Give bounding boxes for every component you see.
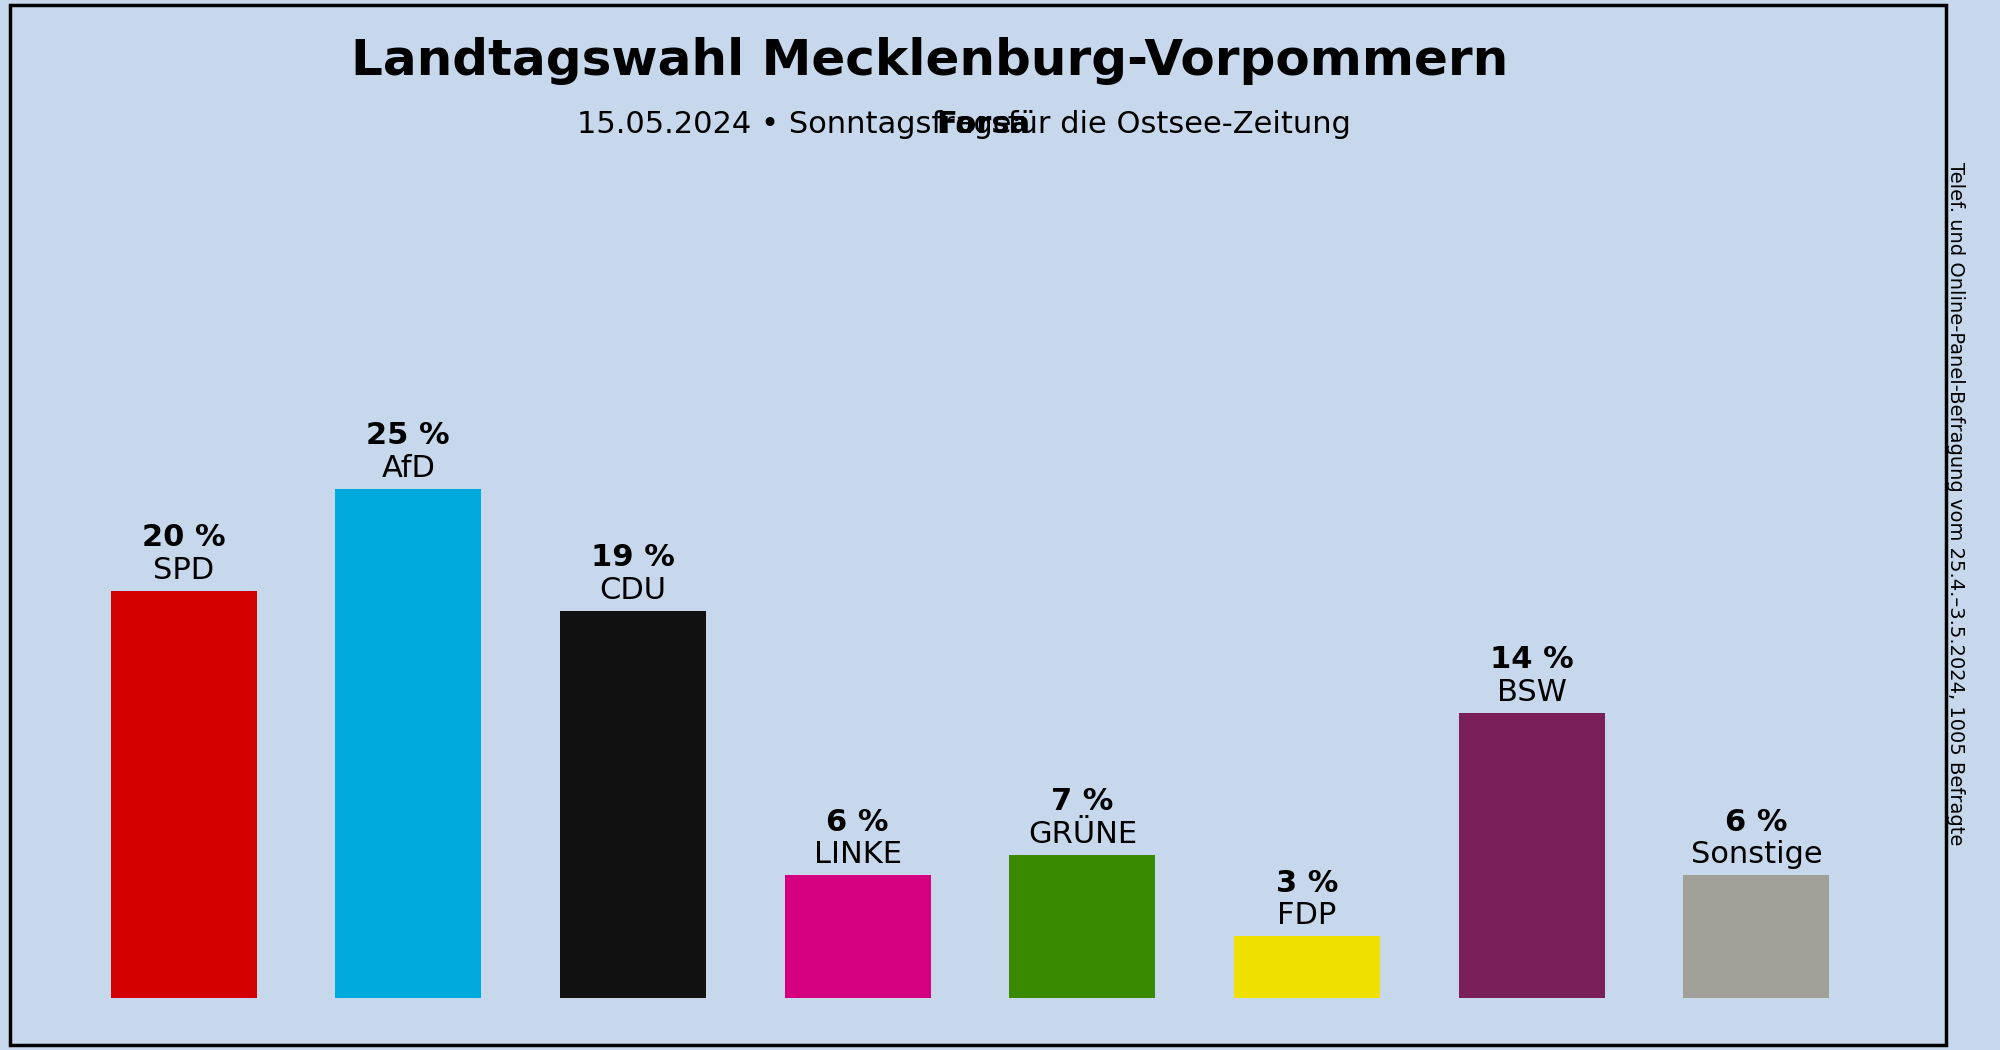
Text: 14 %: 14 % [1490,645,1574,674]
Bar [560,611,706,997]
Text: 20 %: 20 % [142,523,226,552]
Text: 6 %: 6 % [826,807,888,837]
Bar [1234,937,1380,998]
Text: 3 %: 3 % [1276,868,1338,898]
Text: Sonstige: Sonstige [1690,840,1822,869]
Text: 6 %: 6 % [1726,807,1788,837]
Bar [110,590,256,998]
Text: für die Ostsee-Zeitung: für die Ostsee-Zeitung [998,110,1352,140]
Bar [1010,855,1156,998]
Text: FDP: FDP [1278,901,1336,930]
Text: AfD: AfD [382,454,436,483]
Text: GRÜNE: GRÜNE [1028,820,1136,849]
Bar [784,876,930,997]
Text: 7 %: 7 % [1052,788,1114,817]
Text: 25 %: 25 % [366,421,450,450]
Bar [1684,876,1830,997]
Bar [336,489,482,998]
Text: Telef. und Online-Panel-Befragung vom 25.4.–3.5.2024, 1005 Befragte: Telef. und Online-Panel-Befragung vom 25… [1946,163,1966,845]
Text: 19 %: 19 % [592,543,674,572]
Text: SPD: SPD [154,555,214,585]
Bar [1458,713,1604,998]
Text: Landtagswahl Mecklenburg-Vorpommern: Landtagswahl Mecklenburg-Vorpommern [352,37,1508,85]
Text: LINKE: LINKE [814,840,902,869]
Text: 15.05.2024 • Sonntagsfrage:: 15.05.2024 • Sonntagsfrage: [576,110,1040,140]
Text: Forsa: Forsa [936,110,1030,140]
Text: CDU: CDU [600,575,666,605]
Text: BSW: BSW [1496,677,1566,707]
